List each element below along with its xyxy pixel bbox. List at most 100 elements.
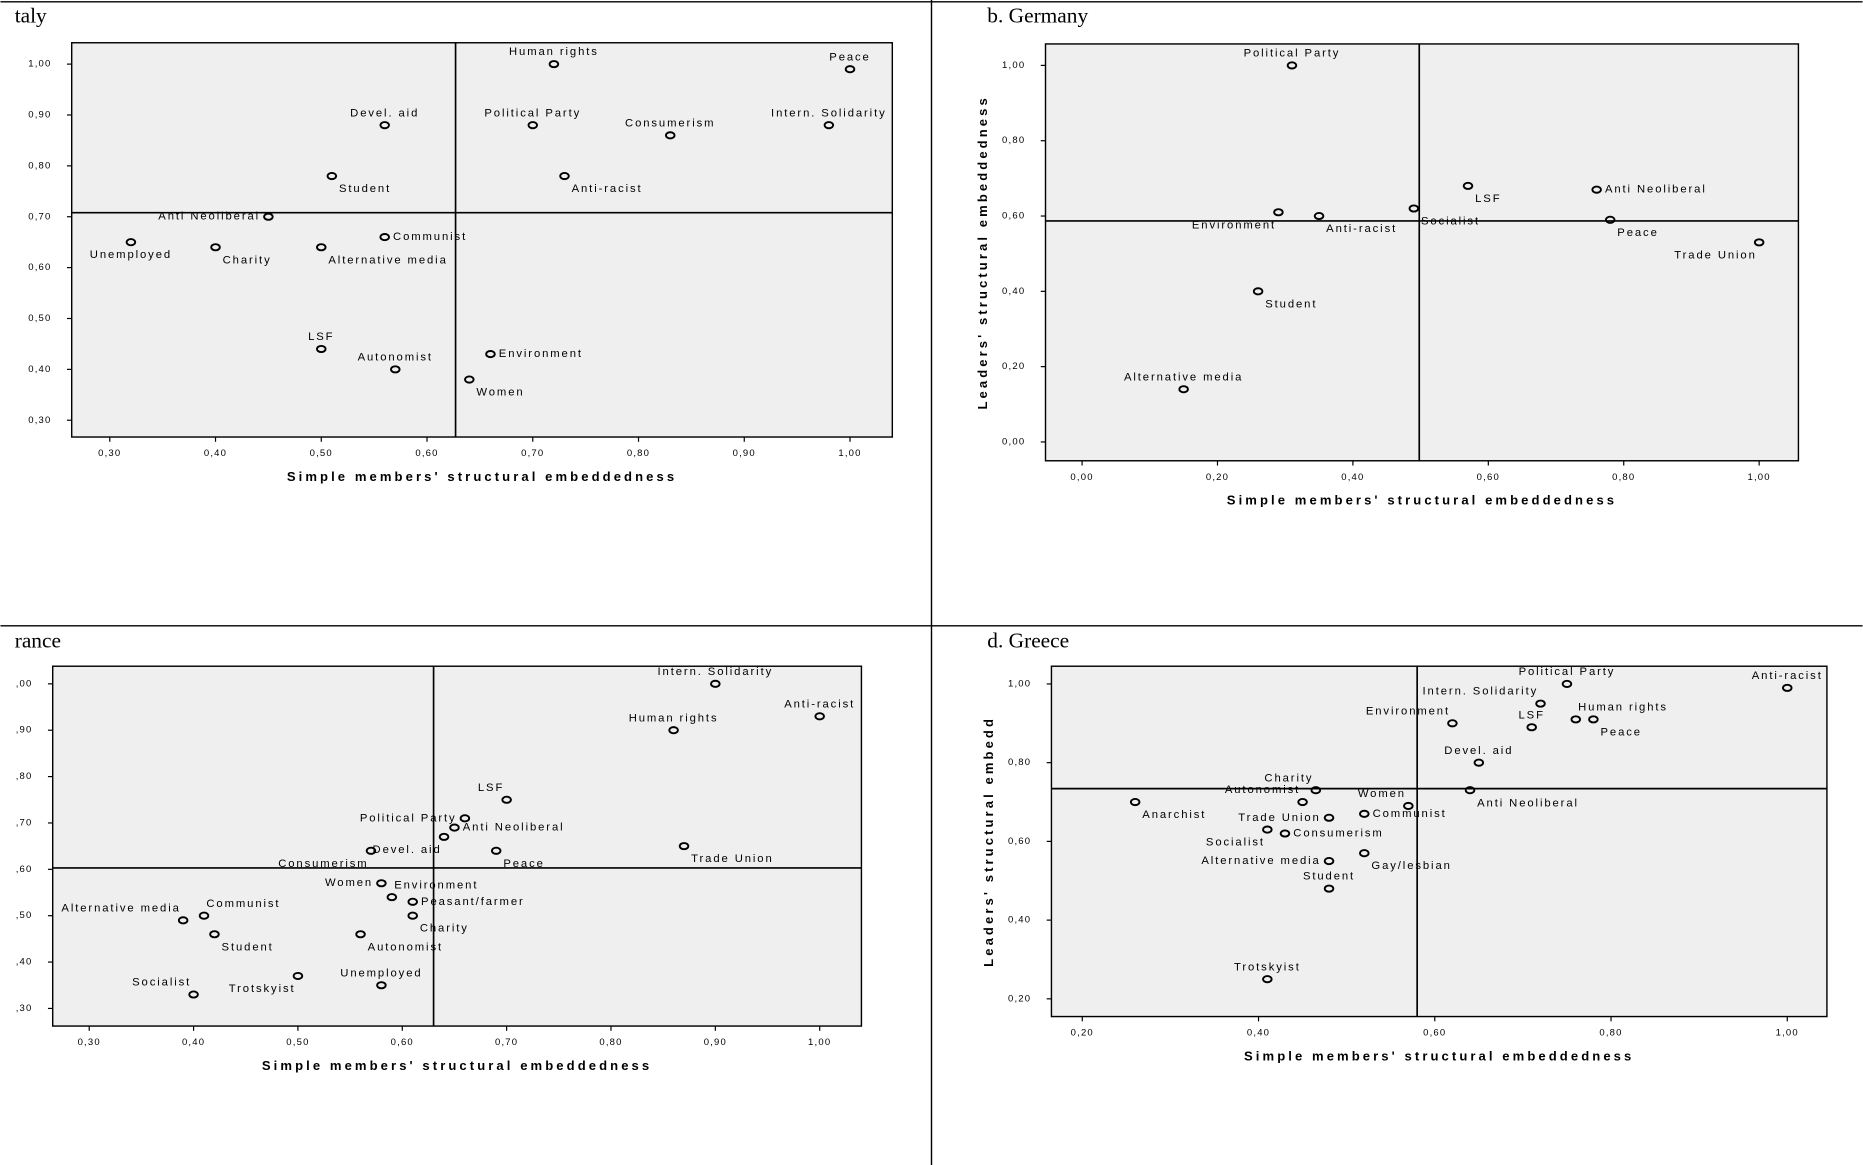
point-label: Anti Neoliberal: [1477, 797, 1579, 809]
point: [1447, 719, 1458, 728]
point-label: Anti Neoliberal: [463, 822, 565, 834]
y-tick-label: 0,00: [1002, 436, 1025, 447]
point: [438, 832, 450, 841]
x-tick-label: 0,70: [495, 1037, 518, 1048]
point: [1473, 758, 1485, 767]
point: [490, 846, 502, 855]
x-tick-label: 0,80: [1612, 472, 1635, 483]
x-tick-label: 1,00: [1776, 1028, 1799, 1039]
point: [1279, 829, 1291, 838]
point: [407, 911, 418, 920]
point-label: Environment: [499, 348, 583, 360]
point-label: LSF: [1519, 709, 1545, 721]
point-label: Political Party: [360, 812, 457, 824]
point: [668, 726, 679, 735]
point: [376, 981, 387, 990]
point-label: Environment: [394, 879, 478, 891]
point: [814, 712, 825, 721]
y-tick-label: 0,80: [1002, 135, 1025, 146]
point: [1262, 975, 1273, 984]
point-label: Devel. aid: [1444, 745, 1513, 757]
point-label: Political Party: [1244, 48, 1341, 60]
point-label: Student: [339, 183, 391, 195]
point-label: Human rights: [629, 712, 719, 724]
x-tick-label: 0,60: [415, 448, 438, 459]
x-tick-label: 0,50: [310, 448, 333, 459]
point-label: Consumerism: [278, 858, 368, 870]
y-axis-label: Leaders' structural embedd: [981, 716, 996, 967]
panel-title: rance: [15, 628, 61, 652]
x-tick-label: 0,60: [1477, 472, 1500, 483]
y-tick-label: 0,60: [1008, 836, 1031, 847]
point-label: Trotskyist: [1234, 961, 1301, 973]
point-label: Alternative media: [328, 254, 447, 266]
plot-area: [1050, 665, 1828, 1018]
point: [177, 916, 189, 925]
point: [292, 971, 304, 981]
x-axis-label: Simple members' structural embeddedness: [1244, 1048, 1634, 1063]
x-tick-label: 0,60: [391, 1037, 414, 1048]
x-tick-label: 0,90: [733, 448, 756, 459]
panel-title: b. Germany: [987, 4, 1088, 28]
point: [209, 930, 220, 939]
x-tick-label: 1,00: [838, 448, 861, 459]
point: [1462, 181, 1474, 190]
point: [1782, 683, 1793, 692]
point: [1403, 801, 1414, 810]
plot-area: [70, 42, 894, 438]
point-label: Trade Union: [1674, 249, 1756, 261]
x-axis-label: Simple members' structural embeddedness: [262, 1058, 652, 1073]
point: [1535, 699, 1546, 708]
point-label: Devel. aid: [373, 844, 442, 856]
point: [379, 233, 390, 242]
point: [1273, 208, 1284, 217]
point: [1408, 204, 1420, 213]
point-label: Gay/lesbian: [1371, 860, 1451, 872]
point-label: Intern. Solidarity: [771, 107, 887, 119]
point-label: Anti-racist: [784, 698, 855, 710]
point-label: Peace: [1617, 227, 1658, 239]
point: [1313, 211, 1325, 221]
point-label: Consumerism: [625, 117, 715, 129]
point: [1323, 813, 1335, 822]
point: [376, 879, 387, 888]
point: [823, 121, 835, 130]
x-tick-label: 0,30: [78, 1037, 101, 1048]
panel-title: d. Greece: [987, 628, 1069, 652]
point: [710, 679, 721, 688]
x-tick-label: 0,40: [204, 448, 227, 459]
point-label: Environment: [1366, 705, 1450, 717]
y-tick-label: 0,60: [1002, 211, 1025, 222]
x-tick-label: 0,20: [1071, 1028, 1094, 1039]
panel-title: taly: [15, 4, 47, 28]
point-label: Communist: [393, 231, 467, 243]
point-label: Trade Union: [1238, 812, 1320, 824]
point-label: Anti-racist: [572, 183, 643, 195]
point-label: Peace: [829, 51, 870, 63]
point: [1129, 797, 1141, 807]
point-label: Unemployed: [90, 249, 172, 261]
point: [678, 842, 690, 851]
point-label: LSF: [1475, 193, 1501, 205]
y-tick-label: ,60: [16, 864, 33, 875]
point: [386, 893, 398, 902]
point-label: Charity: [420, 923, 469, 935]
point: [844, 65, 856, 74]
point-label: Intern. Solidarity: [1423, 686, 1539, 698]
y-tick-label: 0,30: [28, 415, 51, 426]
point: [326, 172, 338, 181]
x-tick-label: 0,60: [1423, 1028, 1446, 1039]
x-tick-label: 0,90: [704, 1037, 727, 1048]
point-label: Anarchist: [1142, 809, 1206, 821]
y-tick-label: 0,40: [28, 364, 51, 375]
y-tick-label: 0,70: [28, 211, 51, 222]
point-label: Alternative media: [61, 902, 180, 914]
point: [1310, 786, 1322, 795]
point-label: Peasant/farmer: [421, 896, 525, 908]
point: [548, 60, 560, 69]
point: [1591, 185, 1602, 194]
point: [1252, 287, 1264, 296]
y-tick-label: 0,20: [1008, 993, 1031, 1004]
x-axis-label: Simple members' structural embeddedness: [287, 469, 677, 484]
